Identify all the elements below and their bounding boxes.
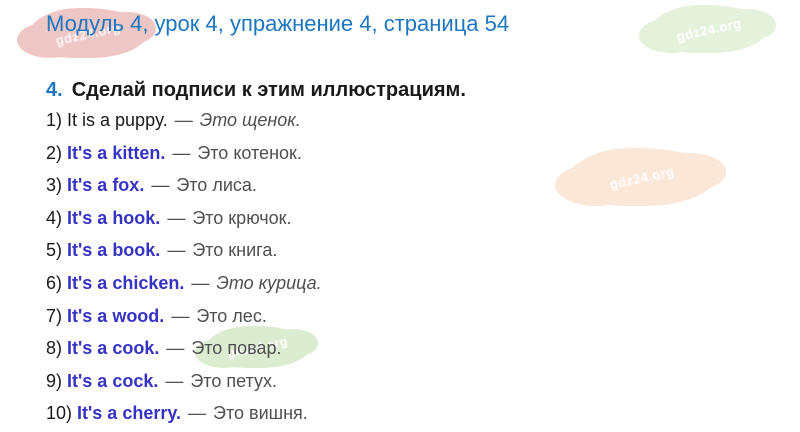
answer-russian: Это петух. [190,370,277,391]
answer-number: 1) [46,110,63,130]
answer-dash: — [167,207,186,228]
answer-dash: — [174,110,193,130]
watermark-blob-top-left: gdz24.org [17,8,157,58]
answer-number: 4) [46,207,63,228]
answer-dash: — [151,175,170,196]
answer-number: 9) [46,370,63,391]
answer-russian: Это крючок. [192,207,292,228]
answer-dash: — [172,142,191,163]
answer-russian: Это лес. [196,305,267,326]
answer-row: 4) It's a hook. — Это крючок. [46,202,322,235]
answer-dash: — [167,240,186,261]
answer-russian: Это повар. [191,338,282,359]
watermark-text: gdz24.org [675,14,743,44]
answer-dash: — [191,272,210,293]
answer-number: 2) [46,142,63,163]
watermark-text: gdz24.org [608,162,676,192]
watermark-blob-middle-right: gdz24.org [554,148,727,206]
answer-russian: Это котенок. [197,142,302,163]
exercise-heading: 4. Сделай подписи к этим иллюстрациям. [46,79,466,101]
exercise-instruction: Сделай подписи к этим иллюстрациям. [71,79,466,101]
answer-english: It's a book. [67,240,161,261]
answer-dash: — [165,370,184,391]
answer-english: It's a fox. [67,175,145,196]
answer-russian: Это курица. [216,272,322,293]
answer-row: 8) It's a cook. — Это повар. [46,332,322,365]
answer-number: 7) [46,305,63,326]
watermark-blob-top-right: gdz24.org [639,5,777,53]
answers-list: 1) It is a puppy. — Это щенок. 2) It's a kit… [46,104,322,430]
answer-english: It's a cock. [67,370,159,391]
answer-english: It's a chicken. [67,272,185,293]
answer-english: It's a hook. [67,207,161,228]
answer-russian: Это вишня. [213,403,308,424]
answer-number: 3) [46,175,63,196]
answer-row: 6) It's a chicken. — Это курица. [46,267,322,300]
answer-row: 1) It is a puppy. — Это щенок. [46,104,322,137]
answer-row: 10) It's a cherry. — Это вишня. [46,397,322,430]
answer-row: 2) It's a kitten. — Это котенок. [46,137,322,170]
page-title: Модуль 4, урок 4, упражнение 4, страница… [46,11,510,36]
answer-row: 3) It's a fox. — Это лиса. [46,169,322,202]
answer-english: It's a cherry. [77,403,182,424]
answer-number: 6) [46,272,63,293]
answer-english: It's a kitten. [67,142,166,163]
answer-dash: — [171,305,190,326]
answer-number: 10) [46,403,73,424]
answer-english: It's a cook. [67,338,160,359]
exercise-number: 4. [46,79,63,101]
answer-number: 8) [46,338,63,359]
watermark-blob-bottom-center: gdz24.org [195,326,319,368]
answer-dash: — [166,338,185,359]
answer-dash: — [188,403,207,424]
answer-russian: Это книга. [192,240,278,261]
answer-row: 7) It's a wood. — Это лес. [46,300,322,333]
answer-russian: Это щенок. [199,110,301,130]
answer-english: It is a puppy. [67,110,168,130]
answer-russian: Это лиса. [176,175,257,196]
answer-number: 5) [46,240,63,261]
answer-row: 5) It's a book. — Это книга. [46,234,322,267]
answer-english: It's a wood. [67,305,165,326]
answer-row: 9) It's a cock. — Это петух. [46,365,322,398]
